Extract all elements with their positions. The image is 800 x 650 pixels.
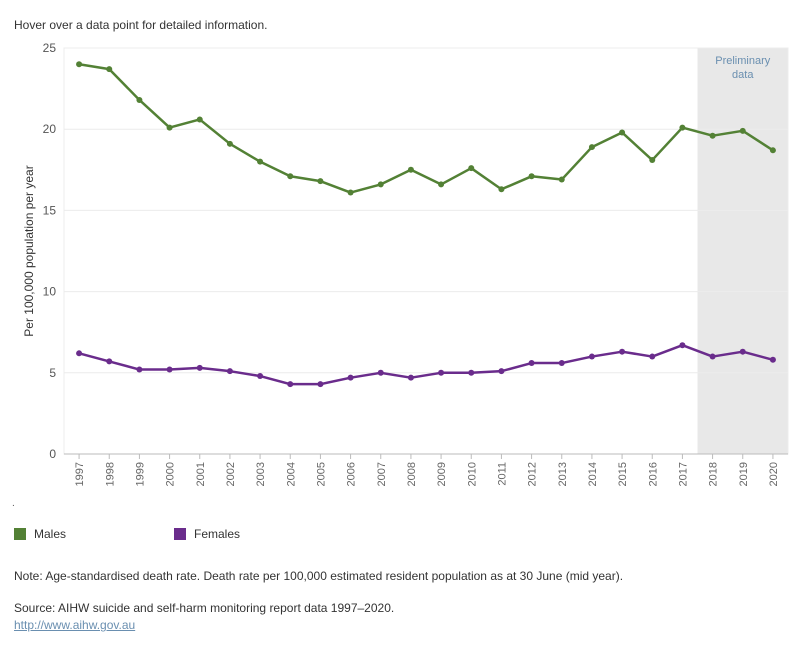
legend: Males Females xyxy=(0,527,800,545)
plot-frame xyxy=(63,47,789,455)
data-point-females[interactable] xyxy=(558,360,565,367)
x-tick-label: 2019 xyxy=(738,462,750,486)
data-point-females[interactable] xyxy=(257,373,264,380)
hover-hint: Hover over a data point for detailed inf… xyxy=(14,18,268,32)
y-tick-label: 10 xyxy=(43,285,57,299)
data-point-females[interactable] xyxy=(528,360,535,367)
data-point-males[interactable] xyxy=(407,166,414,173)
data-point-males[interactable] xyxy=(377,181,384,188)
series-line-males xyxy=(78,63,774,194)
data-point-males[interactable] xyxy=(438,181,445,188)
x-tick-label: 2018 xyxy=(708,462,720,486)
data-point-females[interactable] xyxy=(709,353,716,360)
x-tick-label: 2017 xyxy=(677,462,689,486)
data-point-females[interactable] xyxy=(317,381,324,388)
data-point-females[interactable] xyxy=(498,368,505,375)
data-point-males[interactable] xyxy=(76,61,83,68)
data-point-females[interactable] xyxy=(649,353,656,360)
x-tick-label: 2011 xyxy=(496,462,508,486)
data-point-females[interactable] xyxy=(226,368,233,375)
line-chart: Preliminary data 0 5 10 15 20 25 Per 100,000 pop… xyxy=(22,41,789,486)
x-tick-label: 1997 xyxy=(74,462,86,486)
legend-swatch-males xyxy=(14,528,26,540)
x-tick-label: 1999 xyxy=(134,462,146,486)
x-tick-label: 2003 xyxy=(255,462,267,486)
data-point-females[interactable] xyxy=(739,348,746,355)
data-point-females[interactable] xyxy=(106,358,113,365)
x-tick-label: 2009 xyxy=(436,462,448,486)
data-point-females[interactable] xyxy=(166,366,173,373)
x-tick-label: 2013 xyxy=(557,462,569,486)
data-point-females[interactable] xyxy=(76,350,83,357)
x-tick-label: 2012 xyxy=(527,462,539,486)
data-point-females[interactable] xyxy=(377,369,384,376)
x-tick-label: 2010 xyxy=(466,462,478,486)
x-tick-label: 2016 xyxy=(647,462,659,486)
data-point-males[interactable] xyxy=(679,124,686,131)
x-tick-label: 2006 xyxy=(346,462,358,486)
data-point-males[interactable] xyxy=(196,116,203,123)
x-tick-label: 2005 xyxy=(315,462,327,486)
preliminary-label: data xyxy=(732,69,754,81)
data-point-males[interactable] xyxy=(558,176,565,183)
y-tick-label: 5 xyxy=(49,366,56,380)
legend-item-females[interactable]: Females xyxy=(174,527,240,541)
data-point-males[interactable] xyxy=(769,147,776,154)
data-point-females[interactable] xyxy=(468,369,475,376)
y-tick-label: 15 xyxy=(43,203,57,217)
data-point-males[interactable] xyxy=(619,129,626,136)
preliminary-region xyxy=(697,48,788,454)
data-point-females[interactable] xyxy=(588,353,595,360)
x-tick-label: 2015 xyxy=(617,462,629,486)
y-tick-label: 20 xyxy=(43,122,57,136)
data-point-females[interactable] xyxy=(287,381,294,388)
data-point-males[interactable] xyxy=(166,124,173,131)
data-point-males[interactable] xyxy=(468,165,475,172)
data-point-males[interactable] xyxy=(136,96,143,103)
data-point-males[interactable] xyxy=(528,173,535,180)
data-point-females[interactable] xyxy=(769,356,776,363)
data-point-males[interactable] xyxy=(287,173,294,180)
data-point-females[interactable] xyxy=(407,374,414,381)
y-tick-label: 25 xyxy=(43,41,57,55)
data-point-males[interactable] xyxy=(226,140,233,147)
data-point-males[interactable] xyxy=(588,144,595,151)
x-tick-label: 2004 xyxy=(285,462,297,486)
data-point-males[interactable] xyxy=(709,132,716,139)
data-point-males[interactable] xyxy=(649,157,656,164)
data-point-females[interactable] xyxy=(347,374,354,381)
x-tick-label: 2001 xyxy=(195,462,207,486)
x-tick-label: 2002 xyxy=(225,462,237,486)
data-point-females[interactable] xyxy=(679,342,686,349)
legend-label-males: Males xyxy=(34,527,67,541)
source-text: Source: AIHW suicide and self-harm monit… xyxy=(14,601,395,615)
data-point-females[interactable] xyxy=(438,369,445,376)
data-point-males[interactable] xyxy=(106,66,113,73)
stray-dot: . xyxy=(12,498,15,509)
x-tick-label: 2007 xyxy=(376,462,388,486)
x-tick-label: 1998 xyxy=(104,462,116,486)
data-point-females[interactable] xyxy=(196,364,203,371)
data-point-males[interactable] xyxy=(317,178,324,185)
data-point-females[interactable] xyxy=(619,348,626,355)
x-tick-label: 2014 xyxy=(587,462,599,486)
preliminary-label: Preliminary xyxy=(715,55,771,67)
series-line-females xyxy=(78,343,774,386)
x-tick-label: 2020 xyxy=(768,462,780,486)
footnote: Note: Age-standardised death rate. Death… xyxy=(14,569,624,583)
y-axis-label: Per 100,000 population per year xyxy=(22,165,36,336)
y-tick-label: 0 xyxy=(49,447,56,461)
legend-swatch-females xyxy=(174,528,186,540)
source-link[interactable]: http://www.aihw.gov.au xyxy=(14,618,136,632)
data-point-males[interactable] xyxy=(347,189,354,196)
legend-item-males[interactable]: Males xyxy=(14,527,66,541)
data-point-males[interactable] xyxy=(739,127,746,134)
x-tick-label: 2000 xyxy=(165,462,177,486)
legend-label-females: Females xyxy=(194,527,241,541)
data-point-males[interactable] xyxy=(498,186,505,193)
data-point-females[interactable] xyxy=(136,366,143,373)
data-point-males[interactable] xyxy=(257,158,264,165)
x-tick-label: 2008 xyxy=(406,462,418,486)
